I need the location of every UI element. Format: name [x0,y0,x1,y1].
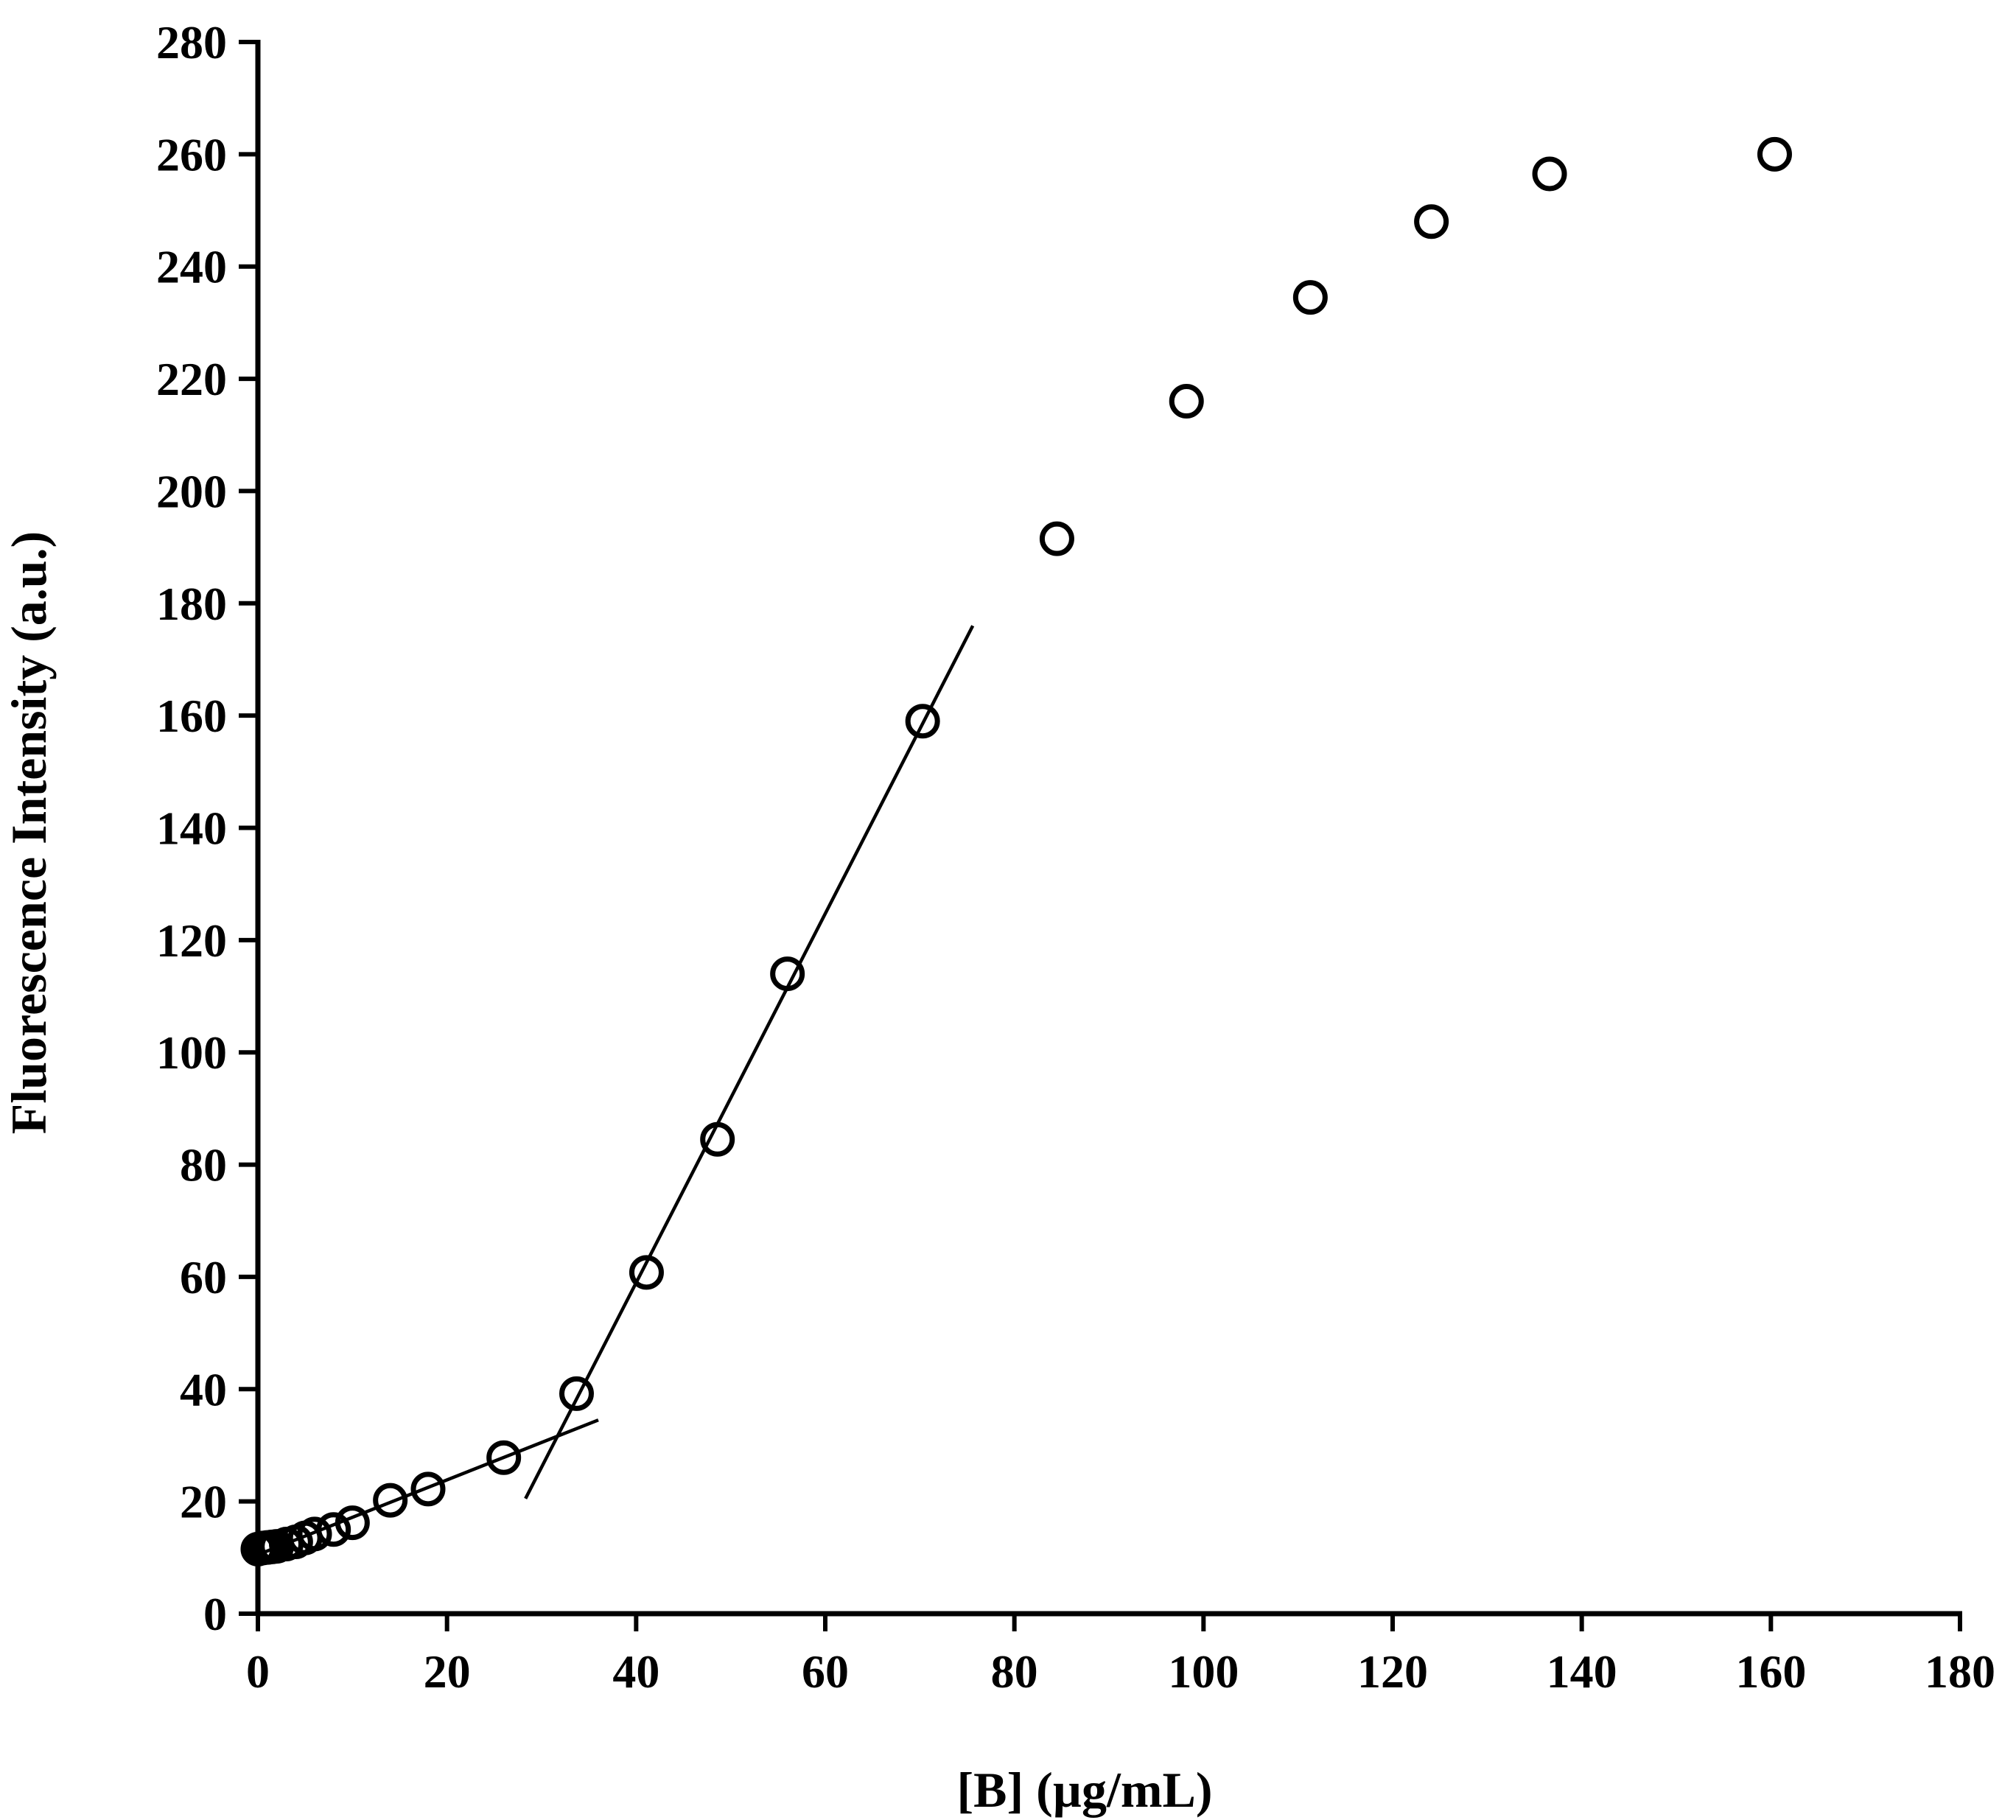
x-tick-label: 140 [1547,1645,1617,1698]
x-tick-label: 80 [991,1645,1038,1698]
data-point [1757,136,1792,172]
data-point [486,1440,522,1475]
data-point [1039,521,1074,556]
x-axis-title: [B] (µg/mL) [956,1762,1212,1818]
data-point [373,1483,408,1518]
data-point [1169,384,1204,419]
x-tick-label: 0 [246,1645,270,1698]
data-point [297,1516,332,1552]
x-tick-label: 60 [802,1645,849,1698]
x-tick-label: 160 [1735,1645,1806,1698]
y-axis-title: Fluorescence Intensity (a.u.) [1,531,57,1134]
y-tick-label: 260 [156,128,227,181]
y-tick-label: 0 [203,1588,227,1640]
x-tick-label: 20 [424,1645,471,1698]
x-tick-label: 40 [612,1645,659,1698]
data-point [700,1121,735,1157]
x-tick-label: 180 [1925,1645,1995,1698]
axes [255,40,1962,1617]
data-point [629,1255,664,1290]
x-tick-label: 100 [1168,1645,1239,1698]
data-point [559,1376,594,1411]
y-tick-label: 120 [156,914,227,967]
data-point [905,704,940,739]
y-tick-label: 40 [180,1363,227,1415]
y-tick-label: 220 [156,353,227,405]
data-point [770,956,805,992]
y-tick-label: 160 [156,690,227,742]
data-point [410,1471,446,1507]
data-point [1532,156,1567,192]
fit-line [257,1418,599,1557]
y-tick-label: 140 [156,802,227,855]
fit-line [524,625,975,1499]
y-tick-label: 100 [156,1026,227,1079]
fit-lines [257,625,975,1557]
y-tick-label: 80 [180,1139,227,1191]
x-tick-label: 120 [1357,1645,1428,1698]
y-tick-label: 280 [156,16,227,69]
y-tick-label: 60 [180,1251,227,1303]
y-tick-label: 20 [180,1476,227,1528]
y-tick-label: 240 [156,241,227,293]
data-point [335,1505,370,1541]
data-point [1414,204,1449,239]
data-points [240,136,1792,1567]
y-tick-label: 180 [156,578,227,630]
data-point [1292,280,1328,315]
axis-ticks: 0 20 40 60 80 100 120 140 160 180 200 220 240 260 280 0… [156,16,1995,1698]
y-tick-label: 200 [156,465,227,517]
data-point [316,1512,351,1547]
